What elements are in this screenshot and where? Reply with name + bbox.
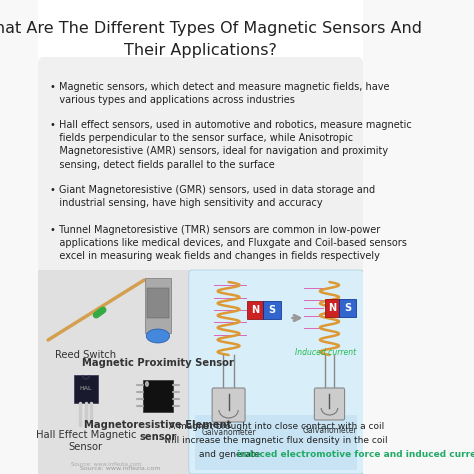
Text: Galvanometer: Galvanometer	[302, 426, 357, 435]
Bar	[73, 375, 98, 403]
Text: N: N	[251, 305, 259, 315]
Text: Their Applications?: Their Applications?	[124, 43, 277, 57]
Text: will increase the magnetic flux density in the coil: will increase the magnetic flux density …	[164, 436, 388, 445]
Bar	[325, 299, 339, 317]
Text: • Giant Magnetoresistive (GMR) sensors, used in data storage and
   industrial s: • Giant Magnetoresistive (GMR) sensors, …	[50, 185, 375, 208]
Bar	[247, 301, 263, 319]
Text: Magnetoresistive Element
sensor: Magnetoresistive Element sensor	[84, 420, 232, 442]
Text: and generate: and generate	[199, 450, 263, 459]
Text: What Are The Different Types Of Magnetic Sensors And: What Are The Different Types Of Magnetic…	[0, 20, 422, 36]
FancyBboxPatch shape	[212, 388, 245, 422]
Bar	[339, 299, 356, 317]
Text: • Tunnel Magnetoresistive (TMR) sensors are common in low-power
   applications : • Tunnel Magnetoresistive (TMR) sensors …	[50, 225, 407, 261]
Text: Reed Switch: Reed Switch	[55, 350, 117, 360]
Text: induced electromotive force and induced current.: induced electromotive force and induced …	[237, 450, 474, 459]
Bar	[143, 380, 173, 412]
Ellipse shape	[146, 329, 170, 343]
Bar	[263, 301, 282, 319]
Bar	[147, 288, 169, 318]
Text: S: S	[344, 303, 351, 313]
FancyBboxPatch shape	[38, 57, 363, 278]
Bar	[195, 415, 357, 470]
Text: • Hall effect sensors, used in automotive and robotics, measure magnetic
   fiel: • Hall effect sensors, used in automotiv…	[50, 120, 412, 170]
Text: Galvanometer: Galvanometer	[201, 428, 256, 437]
FancyBboxPatch shape	[314, 388, 345, 420]
Text: Hall Effect Magnetic
Sensor: Hall Effect Magnetic Sensor	[36, 430, 136, 452]
FancyBboxPatch shape	[189, 270, 364, 474]
Bar	[145, 278, 171, 333]
Circle shape	[145, 381, 149, 387]
Text: Magnetic Proximity Sensor: Magnetic Proximity Sensor	[82, 358, 234, 368]
Text: A magnet brought into close contact with a coil: A magnet brought into close contact with…	[169, 422, 384, 431]
Text: • Magnetic sensors, which detect and measure magnetic fields, have
   various ty: • Magnetic sensors, which detect and mea…	[50, 82, 390, 105]
Bar	[38, 270, 363, 474]
Text: Source: www.inflezia.com: Source: www.inflezia.com	[80, 466, 160, 471]
Text: S: S	[268, 305, 275, 315]
Text: N: N	[328, 303, 336, 313]
Text: HAL: HAL	[80, 386, 92, 392]
Text: Induced current: Induced current	[295, 348, 356, 357]
Text: Source: www.inflezia.com: Source: www.inflezia.com	[71, 462, 142, 467]
